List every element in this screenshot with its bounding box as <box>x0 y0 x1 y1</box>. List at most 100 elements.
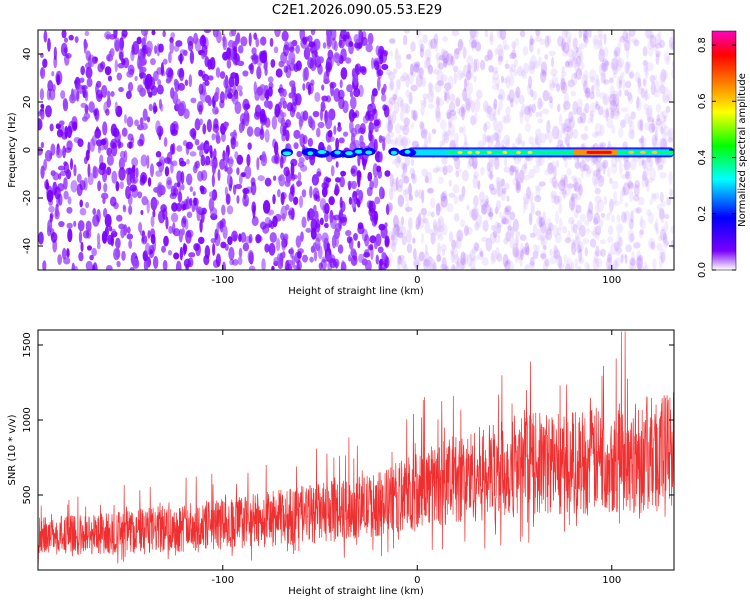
spectrogram-cell <box>280 192 285 206</box>
spectrogram-cell <box>537 97 543 110</box>
spectrogram-cell <box>335 177 341 183</box>
spectrogram-cell <box>650 241 656 251</box>
spectrogram-cell <box>326 251 330 263</box>
spectrogram-cell <box>146 116 151 123</box>
spectrogram-cell <box>497 108 501 116</box>
spectrogram-cell <box>598 62 606 77</box>
spectrogram-cell <box>367 113 374 122</box>
spectrogram-cell <box>236 85 243 92</box>
spectrogram-cell <box>649 167 656 181</box>
spectrogram-cell <box>445 265 449 270</box>
spectrogram-cell <box>603 60 610 66</box>
spectrogram-cell <box>584 246 588 257</box>
spectrogram-cell <box>184 79 189 86</box>
spectrogram-cell <box>562 226 568 234</box>
spectrogram-cell <box>637 196 645 206</box>
spectrogram-cell <box>237 45 244 54</box>
spectrogram-cell <box>600 63 607 72</box>
spectrogram-cell <box>40 141 45 149</box>
spectrogram-cell <box>588 69 597 82</box>
spectrogram-cell <box>64 125 68 139</box>
spectrogram-cell <box>571 241 577 255</box>
spectrogram-cell <box>491 224 496 231</box>
spectrogram-cell <box>395 61 402 70</box>
spectrogram-cell <box>255 37 260 48</box>
spectrogram-cell <box>455 240 459 249</box>
spectrogram-cell <box>185 263 189 270</box>
spectrogram-cell <box>441 132 449 142</box>
spectrogram-cell <box>603 195 608 205</box>
spectrogram-cell <box>552 181 560 189</box>
spectrogram-cell <box>405 206 413 212</box>
spectrogram-cell <box>394 136 398 147</box>
spectrogram-cell <box>606 107 614 119</box>
spectrogram-cell <box>409 63 414 76</box>
spectrogram-cell <box>466 226 473 235</box>
spectrogram-cell <box>255 234 262 244</box>
spectrogram-cell <box>561 123 566 134</box>
spectrogram-cell <box>528 61 536 71</box>
spectrogram-cell <box>515 231 521 238</box>
spectrogram-cell <box>388 96 396 105</box>
spectrogram-cell <box>500 139 505 146</box>
spectrogram-cell <box>637 265 645 270</box>
spectrogram-cell <box>670 225 674 234</box>
spectrogram-cell <box>610 110 615 120</box>
spectrogram-cell <box>307 84 312 96</box>
spectrogram-cell <box>134 75 138 82</box>
spectrogram-cell <box>244 165 252 179</box>
spectrogram-cell <box>484 30 489 38</box>
spectrogram-cell <box>616 247 623 254</box>
spectrogram-cell <box>538 181 546 187</box>
spectrogram-cell <box>436 69 444 84</box>
spectrogram-cell <box>576 177 582 186</box>
spectrogram-cell <box>43 30 48 43</box>
spectrogram-cell <box>328 196 335 206</box>
spectrogram-cell <box>609 198 614 212</box>
spectrogram-cell <box>392 215 399 228</box>
spectrogram-cell <box>584 90 590 98</box>
spectrogram-cell <box>115 237 121 249</box>
spectrogram-cell <box>384 170 391 177</box>
spectrogram-cell <box>644 90 648 101</box>
spectrogram-cell <box>530 38 535 44</box>
spectrogram-cell <box>624 60 630 74</box>
spectrogram-cell <box>472 212 477 221</box>
spectrogram-cell <box>618 162 623 176</box>
spectrogram-cell <box>84 30 90 37</box>
spectrogram-cell <box>456 108 461 114</box>
spectrogram-cell <box>46 225 52 237</box>
spectrogram-cell <box>495 176 502 185</box>
spectrogram-cell <box>63 53 70 66</box>
spectrogram-cell <box>520 69 526 77</box>
spectrogram-cell <box>166 176 173 190</box>
spectrogram-cell <box>482 207 487 215</box>
spectrogram-cell <box>473 242 480 252</box>
spectrogram-cell <box>575 68 582 80</box>
spectrogram-cell <box>593 217 599 226</box>
spectrogram-cell <box>74 79 78 85</box>
spectrogram-cell <box>353 233 358 241</box>
spectrogram-cell <box>620 107 629 113</box>
spectrogram-cell <box>350 96 357 110</box>
spectrogram-cell <box>564 60 571 69</box>
spectrogram-cell <box>509 236 515 249</box>
spectrogram-cell <box>548 79 556 92</box>
signal-hotspot <box>628 150 635 154</box>
signal-blob-core <box>354 149 364 154</box>
spectrogram-cell <box>469 36 477 49</box>
spectrogram-cell <box>451 113 458 121</box>
spectrogram-cell <box>348 254 352 262</box>
spectrogram-cell <box>254 104 262 118</box>
spectrogram-cell <box>472 255 478 262</box>
spectrogram-cell <box>495 200 502 210</box>
spectrogram-cell <box>310 227 317 240</box>
spectrogram-cell <box>139 87 147 97</box>
spectrogram-cell <box>624 202 629 208</box>
spectrogram-cell <box>519 234 527 241</box>
spectrogram-cell <box>211 173 215 188</box>
spectrogram-cell <box>165 77 171 84</box>
spectrogram-cell <box>83 41 87 54</box>
spectrogram-cell <box>302 110 309 121</box>
spectrogram-cell <box>578 30 583 39</box>
